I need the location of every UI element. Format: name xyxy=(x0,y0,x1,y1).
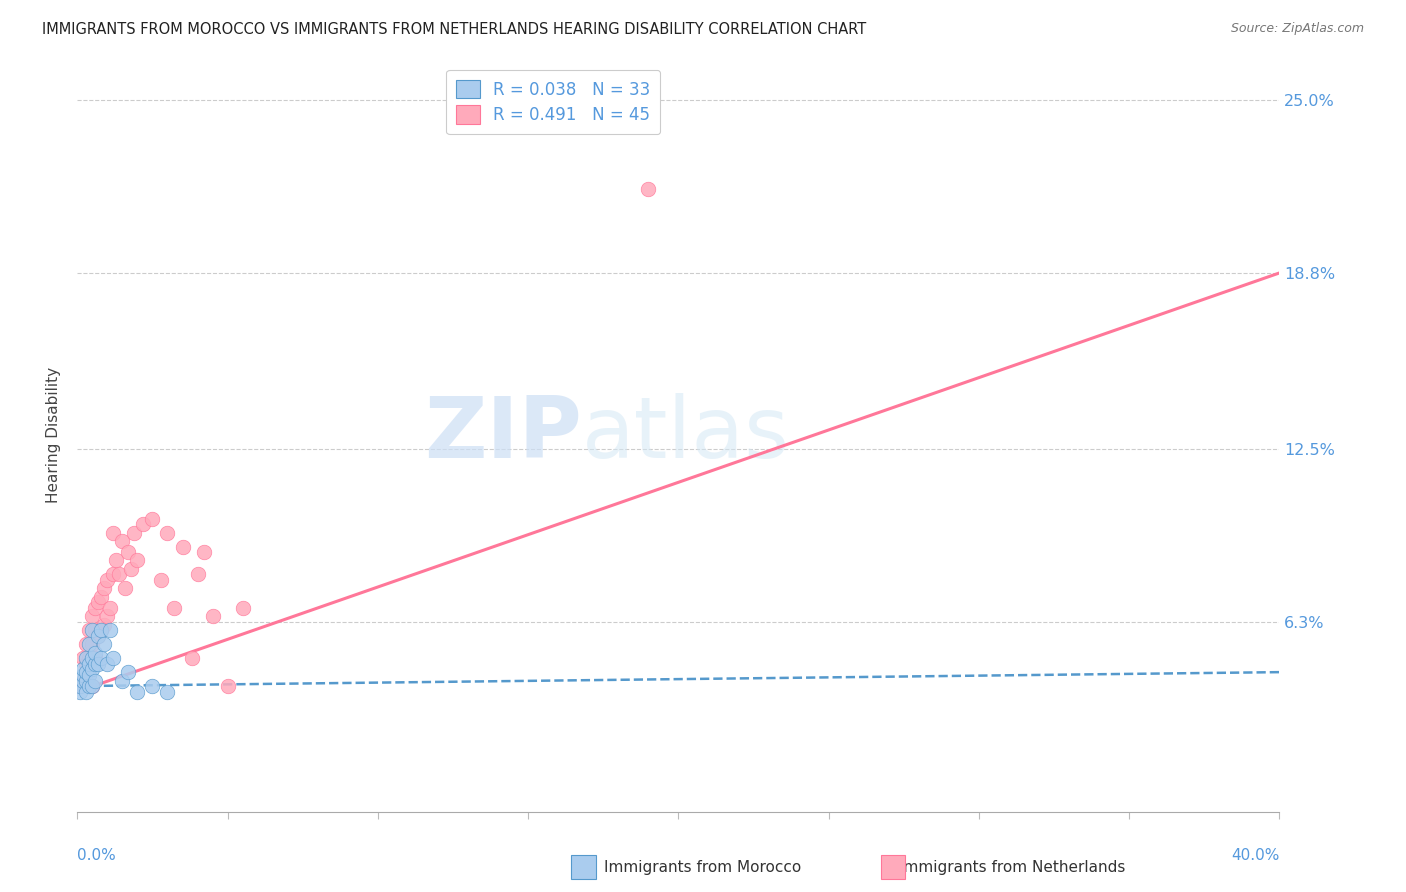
Point xyxy=(111,533,134,548)
Point xyxy=(180,651,202,665)
Point xyxy=(187,567,209,582)
Text: 0.0%: 0.0% xyxy=(77,848,117,863)
Point xyxy=(117,665,139,680)
Text: 40.0%: 40.0% xyxy=(1232,848,1279,863)
Point xyxy=(79,668,101,682)
Point xyxy=(84,646,107,660)
Point xyxy=(103,651,125,665)
Point xyxy=(72,673,94,688)
Point xyxy=(100,624,122,638)
Point xyxy=(72,673,94,688)
Point xyxy=(79,657,101,671)
Point xyxy=(637,182,659,196)
Point xyxy=(172,540,194,554)
Point xyxy=(84,657,107,671)
Point xyxy=(217,679,239,693)
Point xyxy=(117,545,139,559)
Point xyxy=(69,684,91,698)
Point xyxy=(150,573,173,587)
Point xyxy=(93,617,115,632)
Point xyxy=(84,624,107,638)
Point xyxy=(75,651,97,665)
Point xyxy=(108,567,131,582)
Point xyxy=(82,624,104,638)
Point xyxy=(232,601,254,615)
Text: Immigrants from Netherlands: Immigrants from Netherlands xyxy=(898,860,1126,874)
Point xyxy=(96,657,118,671)
Point xyxy=(82,679,104,693)
Point xyxy=(96,573,118,587)
Point xyxy=(96,609,118,624)
Point xyxy=(156,525,179,540)
Point xyxy=(84,673,107,688)
Point xyxy=(156,684,179,698)
Point xyxy=(69,679,91,693)
Point xyxy=(79,679,101,693)
Text: IMMIGRANTS FROM MOROCCO VS IMMIGRANTS FROM NETHERLANDS HEARING DISABILITY CORREL: IMMIGRANTS FROM MOROCCO VS IMMIGRANTS FR… xyxy=(42,22,866,37)
Point xyxy=(72,662,94,676)
Point xyxy=(93,637,115,651)
Point xyxy=(103,567,125,582)
Point xyxy=(75,673,97,688)
Point xyxy=(90,651,112,665)
Point xyxy=(75,665,97,680)
Point xyxy=(132,517,155,532)
Text: ZIP: ZIP xyxy=(425,393,582,476)
Point xyxy=(103,525,125,540)
Point xyxy=(124,525,146,540)
Point xyxy=(79,637,101,651)
Point xyxy=(120,562,142,576)
Point xyxy=(82,637,104,651)
Point xyxy=(105,553,128,567)
Point xyxy=(75,637,97,651)
Text: atlas: atlas xyxy=(582,393,790,476)
Point xyxy=(84,601,107,615)
Y-axis label: Hearing Disability: Hearing Disability xyxy=(46,367,62,503)
Point xyxy=(87,657,110,671)
Point xyxy=(141,679,163,693)
Point xyxy=(87,595,110,609)
Point xyxy=(75,684,97,698)
Legend: R = 0.038   N = 33, R = 0.491   N = 45: R = 0.038 N = 33, R = 0.491 N = 45 xyxy=(446,70,661,134)
Point xyxy=(90,624,112,638)
Point xyxy=(72,668,94,682)
Point xyxy=(90,624,112,638)
Point xyxy=(162,601,184,615)
Point xyxy=(111,673,134,688)
Point xyxy=(90,590,112,604)
Point xyxy=(193,545,215,559)
Point xyxy=(75,657,97,671)
Point xyxy=(82,651,104,665)
Point xyxy=(79,651,101,665)
Text: Source: ZipAtlas.com: Source: ZipAtlas.com xyxy=(1230,22,1364,36)
Point xyxy=(72,651,94,665)
Point xyxy=(201,609,224,624)
Point xyxy=(127,684,149,698)
Point xyxy=(84,651,107,665)
Text: Immigrants from Morocco: Immigrants from Morocco xyxy=(605,860,801,874)
Point xyxy=(82,679,104,693)
Point xyxy=(141,511,163,525)
Point xyxy=(87,629,110,643)
Point xyxy=(79,624,101,638)
Point xyxy=(82,609,104,624)
Point xyxy=(127,553,149,567)
Point xyxy=(100,601,122,615)
Point xyxy=(82,662,104,676)
Point xyxy=(114,582,136,596)
Point xyxy=(69,679,91,693)
Point xyxy=(87,629,110,643)
Point xyxy=(93,582,115,596)
